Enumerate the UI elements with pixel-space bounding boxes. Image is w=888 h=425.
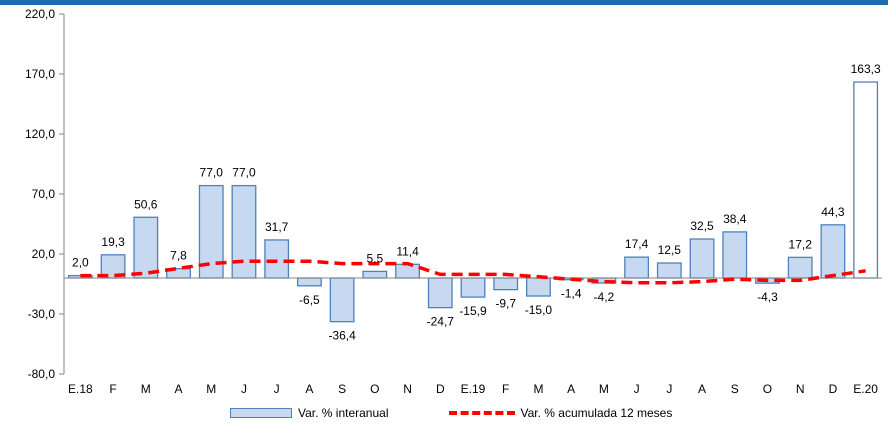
x-tick-label: N — [403, 382, 412, 396]
bar — [362, 270, 388, 279]
bar — [395, 263, 420, 279]
y-tick-label: 170,0 — [25, 67, 55, 81]
data-label: -1,4 — [561, 287, 582, 301]
data-label: -24,7 — [427, 315, 455, 329]
cumulative-line — [80, 259, 866, 285]
data-label: -15,0 — [525, 303, 553, 317]
legend-swatch-line — [448, 411, 515, 415]
legend: Var. % interanual Var. % acumulada 12 me… — [230, 404, 672, 422]
bar — [787, 256, 813, 279]
data-label: 38,4 — [723, 212, 747, 226]
bar-line-chart: 220,0 170,0 120,0 70,0 20,0 -30,0 -80,0 2,0 19,3… — [25, 7, 882, 396]
data-label: 77,0 — [232, 166, 256, 180]
data-label: 44,3 — [821, 205, 845, 219]
data-label: 11,4 — [396, 244, 419, 258]
legend-label-line: Var. % acumulada 12 meses — [520, 406, 673, 420]
data-label: -15,9 — [459, 304, 487, 318]
data-label: -36,4 — [328, 329, 356, 343]
bar — [656, 262, 682, 279]
data-label: 5,5 — [366, 251, 383, 265]
x-tick-label: O — [370, 382, 379, 396]
y-tick-label: -30,0 — [28, 307, 56, 321]
data-label: 77,0 — [200, 166, 224, 180]
x-tick-label: M — [141, 382, 151, 396]
x-tick-label: M — [599, 382, 609, 396]
bar — [427, 277, 453, 309]
data-label: 31,7 — [265, 220, 289, 234]
x-tick-label: J — [274, 382, 280, 396]
x-tick-label: D — [829, 382, 838, 396]
bar — [526, 277, 551, 297]
data-label: -6,5 — [299, 293, 320, 307]
bar — [853, 81, 879, 279]
x-tick-label: S — [731, 382, 739, 396]
legend-swatch-bars — [230, 408, 292, 418]
x-tick-label: A — [175, 382, 183, 396]
bar — [329, 277, 355, 323]
bar — [624, 256, 650, 279]
data-label: -4,2 — [594, 290, 615, 304]
bar — [231, 184, 257, 279]
x-tick-label: O — [763, 382, 772, 396]
x-tick-label: D — [436, 382, 445, 396]
bar — [264, 239, 290, 279]
bar — [493, 277, 519, 291]
x-tick-label: F — [109, 382, 116, 396]
x-tick-label: E.19 — [461, 382, 486, 396]
y-tick-label: 120,0 — [25, 127, 55, 141]
data-label: 17,2 — [789, 237, 813, 251]
y-tick-label: -80,0 — [28, 367, 56, 381]
data-label: 17,4 — [625, 237, 649, 251]
x-tick-label: A — [305, 382, 313, 396]
bar — [689, 238, 715, 279]
legend-label-bars: Var. % interanual — [298, 406, 389, 420]
data-label: 2,0 — [72, 256, 89, 270]
data-label: 7,8 — [170, 249, 187, 263]
x-tick-label: M — [533, 382, 543, 396]
y-tick-label: 70,0 — [32, 187, 56, 201]
y-tick-label: 220,0 — [25, 7, 55, 21]
x-tick-label: M — [206, 382, 216, 396]
x-tick-label: F — [502, 382, 509, 396]
x-tick-label: E.18 — [68, 382, 93, 396]
data-label: -4,3 — [757, 290, 778, 304]
data-label: 19,3 — [101, 235, 125, 249]
x-tick-label: E.20 — [853, 382, 878, 396]
x-tick-label: S — [338, 382, 346, 396]
x-tick-label: J — [666, 382, 672, 396]
x-tick-label: N — [796, 382, 805, 396]
bar — [133, 216, 159, 279]
bar — [722, 231, 748, 279]
bar — [460, 277, 486, 298]
data-label: 12,5 — [658, 243, 682, 257]
x-tick-label: A — [698, 382, 706, 396]
bar — [820, 224, 846, 279]
data-label: 50,6 — [134, 197, 158, 211]
data-label: 163,3 — [851, 62, 881, 76]
y-tick-label: 20,0 — [32, 247, 56, 261]
top-accent-bar — [0, 0, 888, 5]
x-tick-label: J — [241, 382, 247, 396]
bar — [296, 277, 322, 287]
data-label: -9,7 — [495, 297, 516, 311]
data-label: 32,5 — [690, 219, 714, 233]
x-tick-label: A — [567, 382, 575, 396]
x-tick-label: J — [634, 382, 640, 396]
